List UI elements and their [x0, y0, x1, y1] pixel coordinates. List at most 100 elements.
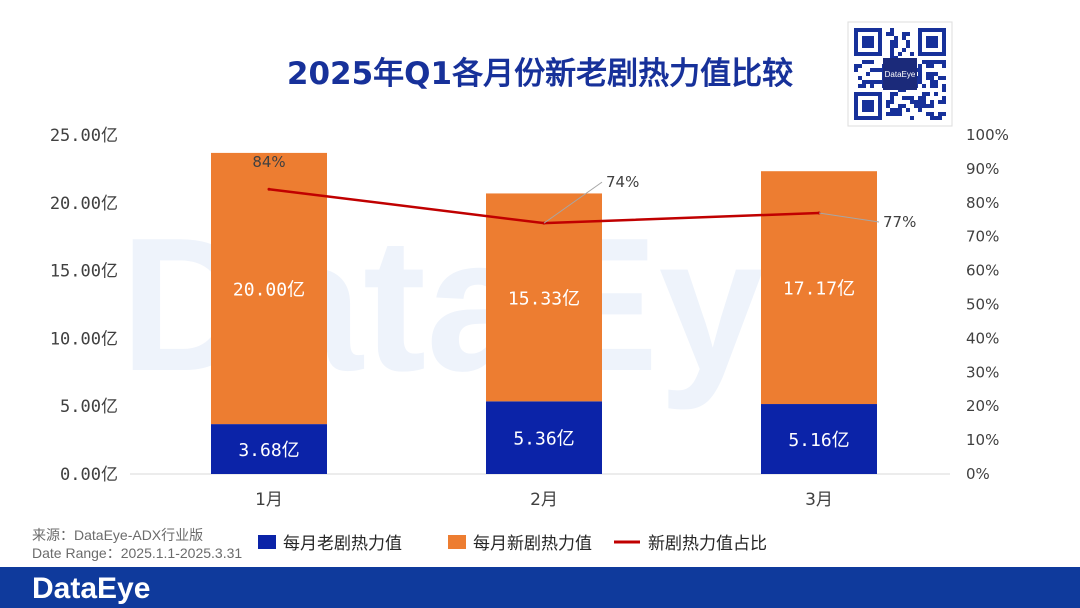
x-category-label: 1月	[255, 490, 283, 510]
qr-module	[894, 44, 898, 48]
qr-module	[930, 116, 934, 120]
qr-module	[902, 104, 906, 108]
qr-module	[890, 28, 894, 32]
y-right-tick-label: 20%	[966, 397, 999, 415]
y-right-tick-label: 50%	[966, 296, 999, 314]
qr-module	[930, 84, 934, 88]
qr-module	[858, 84, 862, 88]
qr-module	[926, 64, 930, 68]
qr-logo-text: DataEye	[885, 70, 916, 79]
qr-module	[890, 108, 894, 112]
legend-swatch-new	[448, 535, 466, 549]
qr-module	[886, 112, 890, 116]
qr-module	[858, 76, 862, 80]
ratio-label: 77%	[883, 213, 916, 231]
qr-module	[922, 100, 926, 104]
y-left-tick-label: 20.00亿	[50, 194, 118, 214]
qr-module	[918, 76, 922, 80]
qr-module	[926, 104, 930, 108]
qr-module	[922, 104, 926, 108]
qr-module	[902, 48, 906, 52]
qr-module	[906, 108, 910, 112]
qr-module	[938, 100, 942, 104]
qr-module	[874, 68, 878, 72]
qr-module	[922, 92, 926, 96]
qr-module	[866, 72, 870, 76]
qr-module	[874, 80, 878, 84]
y-right-tick-label: 0%	[966, 465, 990, 483]
qr-module	[890, 52, 894, 56]
y-left-tick-label: 25.00亿	[50, 126, 118, 146]
y-left-tick-label: 10.00亿	[50, 329, 118, 349]
qr-module	[894, 108, 898, 112]
qr-module	[918, 108, 922, 112]
qr-module	[922, 60, 926, 64]
qr-module	[890, 92, 894, 96]
bar-old-label: 5.36亿	[513, 429, 574, 450]
qr-module	[942, 64, 946, 68]
bar-new-label: 15.33亿	[508, 288, 580, 309]
qr-finder-core	[862, 36, 874, 48]
ratio-point	[267, 187, 271, 191]
bar-new	[486, 193, 602, 402]
qr-module	[914, 100, 918, 104]
qr-module	[942, 100, 946, 104]
y-right-tick-label: 40%	[966, 329, 999, 347]
qr-module	[870, 84, 874, 88]
y-right-tick-label: 30%	[966, 363, 999, 381]
qr-module	[854, 64, 858, 68]
qr-module	[862, 84, 866, 88]
qr-module	[886, 104, 890, 108]
bar-new-label: 20.00亿	[233, 279, 305, 300]
qr-module	[926, 92, 930, 96]
qr-finder-core	[926, 36, 938, 48]
bar-old	[761, 404, 877, 474]
ratio-leader-line	[543, 181, 603, 224]
legend-swatch-old	[258, 535, 276, 549]
qr-module	[886, 100, 890, 104]
qr-module	[870, 68, 874, 72]
qr-module	[890, 48, 894, 52]
ratio-label: 74%	[606, 173, 639, 191]
qr-module	[878, 80, 882, 84]
qr-module	[938, 76, 942, 80]
qr-module	[910, 52, 914, 56]
x-category-label: 3月	[805, 490, 833, 510]
qr-module	[902, 32, 906, 36]
qr-module	[866, 60, 870, 64]
qr-module	[918, 64, 922, 68]
qr-module	[890, 44, 894, 48]
qr-module	[906, 40, 910, 44]
qr-module	[922, 96, 926, 100]
qr-module	[942, 96, 946, 100]
qr-module	[910, 100, 914, 104]
qr-module	[918, 72, 922, 76]
qr-module	[910, 116, 914, 120]
qr-module	[890, 32, 894, 36]
qr-module	[918, 80, 922, 84]
qr-module	[870, 80, 874, 84]
qr-module	[894, 92, 898, 96]
bar-old	[211, 424, 327, 474]
qr-module	[898, 108, 902, 112]
bar-new	[211, 152, 327, 425]
qr-logo-badge	[883, 58, 917, 90]
qr-module	[898, 112, 902, 116]
bar-old-label: 3.68亿	[238, 440, 299, 461]
qr-module	[934, 84, 938, 88]
qr-module	[942, 76, 946, 80]
qr-module	[930, 104, 934, 108]
qr-module	[894, 40, 898, 44]
qr-module	[942, 60, 946, 64]
source-line-1: 来源：DataEye-ADX行业版	[32, 527, 203, 543]
y-right-tick-label: 100%	[966, 126, 1009, 144]
footer-bar	[0, 567, 1080, 608]
qr-module	[918, 100, 922, 104]
qr-module	[894, 112, 898, 116]
qr-module	[930, 112, 934, 116]
bar-new	[761, 171, 877, 405]
qr-code: DataEye	[847, 21, 953, 127]
qr-module	[918, 104, 922, 108]
qr-module	[942, 112, 946, 116]
